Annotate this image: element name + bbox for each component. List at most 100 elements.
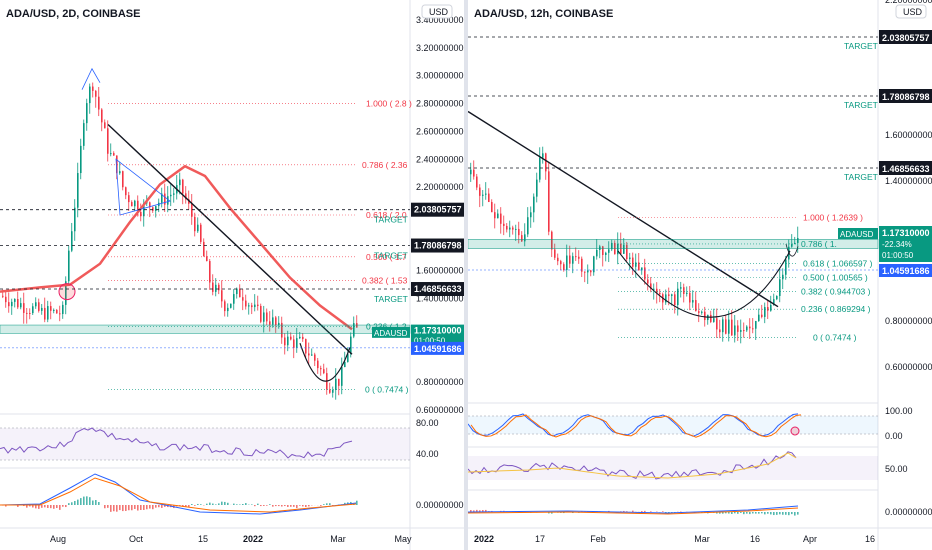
left-chart-pane[interactable]: ADA/USD, 2D, COINBASE 3.40000000 3.200000… (0, 0, 464, 550)
right-fib-label: 0.500 ( 1.00565 ) (803, 273, 868, 283)
right-candle (755, 320, 757, 329)
right-candle (737, 325, 739, 332)
left-macd-bar (155, 505, 157, 508)
left-target-tag-value: 1.78086798 (414, 241, 462, 251)
pane-divider[interactable] (464, 0, 468, 550)
right-candle (581, 258, 583, 272)
right-candle (686, 292, 688, 294)
left-candle (314, 354, 316, 361)
right-macd-bar (725, 512, 727, 514)
right-time-tick: Feb (590, 534, 606, 544)
left-macd-bar (242, 504, 244, 505)
left-candle (56, 309, 58, 314)
left-candle (236, 288, 238, 295)
left-candle (98, 96, 100, 110)
left-macd-bar (293, 505, 295, 507)
left-candle (338, 378, 340, 386)
left-fib-label: 0.500 ( 1.7 (366, 252, 407, 262)
right-chart-pane[interactable]: ADA/USD, 12h, COINBASE 2.20000000 1.60000… (468, 0, 932, 550)
right-candle (671, 294, 673, 296)
right-price-tick: 1.60000000 (885, 130, 932, 140)
right-macd-bar (716, 512, 718, 514)
right-macd-bar (791, 512, 793, 515)
left-candle (293, 339, 295, 348)
left-macd-bar (158, 505, 160, 508)
left-signal-line (0, 477, 357, 513)
left-price-tick: 2.40000000 (416, 154, 464, 164)
right-chart[interactable]: ADA/USD, 12h, COINBASE 2.20000000 1.60000… (468, 0, 932, 550)
left-rsi-tick: 40.00 (416, 449, 439, 459)
right-macd-bar (773, 512, 775, 516)
right-candle (593, 256, 595, 273)
right-candle (659, 292, 661, 295)
left-candle (62, 304, 64, 314)
left-candle (272, 317, 274, 325)
left-currency-box[interactable] (421, 4, 453, 19)
right-time-tick: 16 (865, 534, 875, 544)
right-candle (758, 314, 760, 321)
left-candle (44, 307, 46, 320)
left-macd-bar (35, 505, 37, 509)
right-candle (497, 213, 499, 219)
right-candle (587, 270, 589, 273)
right-candle (710, 314, 712, 322)
left-candle (122, 171, 124, 188)
right-candle (623, 244, 625, 254)
left-candle (209, 261, 211, 283)
left-candle (161, 193, 163, 203)
right-candle (554, 249, 556, 258)
right-fib-label: 0.786 ( 1. (801, 239, 837, 249)
left-macd-bar (182, 505, 184, 507)
left-candle (140, 211, 142, 217)
right-macd-bar (662, 511, 664, 512)
left-time-tick: 2022 (243, 534, 263, 544)
right-macd-bar (731, 512, 733, 514)
right-candle (722, 319, 724, 333)
right-candle (527, 217, 529, 235)
right-candle (734, 325, 736, 336)
left-macd-bar (92, 500, 94, 505)
right-price-tag (879, 226, 932, 262)
right-currency-box[interactable] (895, 4, 927, 19)
right-candle (479, 187, 481, 196)
left-candle (23, 303, 25, 313)
right-candle (638, 262, 640, 271)
left-price-tick: 3.00000000 (416, 71, 464, 81)
right-candle (578, 256, 580, 259)
left-macd-bar (209, 502, 211, 505)
right-candle (530, 212, 532, 218)
right-target-tag-value: 1.78086798 (882, 92, 930, 102)
right-candle (656, 288, 658, 293)
right-candle (647, 279, 649, 284)
left-candle (218, 284, 220, 291)
left-candle (263, 312, 265, 322)
left-candle (257, 304, 259, 306)
left-candle (104, 122, 106, 129)
left-macd-bar (29, 505, 31, 507)
right-price-tick: 0.80000000 (885, 316, 932, 326)
left-macd-bar (281, 505, 283, 507)
left-macd-bar (206, 503, 208, 505)
left-chart[interactable]: ADA/USD, 2D, COINBASE 3.40000000 3.200000… (0, 0, 464, 550)
right-macd-bar (746, 512, 748, 514)
left-macd-bar (269, 504, 271, 505)
left-macd-bar (89, 497, 91, 505)
left-candle (197, 224, 199, 232)
left-trendline (107, 123, 353, 355)
left-candle (8, 302, 10, 307)
right-candle (515, 228, 517, 230)
right-countdown: 01:00:50 (882, 251, 914, 260)
left-macd-bar (296, 505, 298, 509)
right-candle (728, 319, 730, 334)
left-candle (305, 339, 307, 354)
left-candle (191, 203, 193, 217)
left-macd-bar (26, 505, 28, 508)
left-symbol-tag (372, 326, 410, 338)
left-macd-bar (128, 505, 130, 511)
right-candle (482, 194, 484, 196)
right-stoch-band (468, 416, 878, 434)
right-candle (611, 242, 613, 250)
right-macd-bar (644, 510, 646, 512)
right-candle (626, 244, 628, 260)
right-candle (539, 157, 541, 180)
